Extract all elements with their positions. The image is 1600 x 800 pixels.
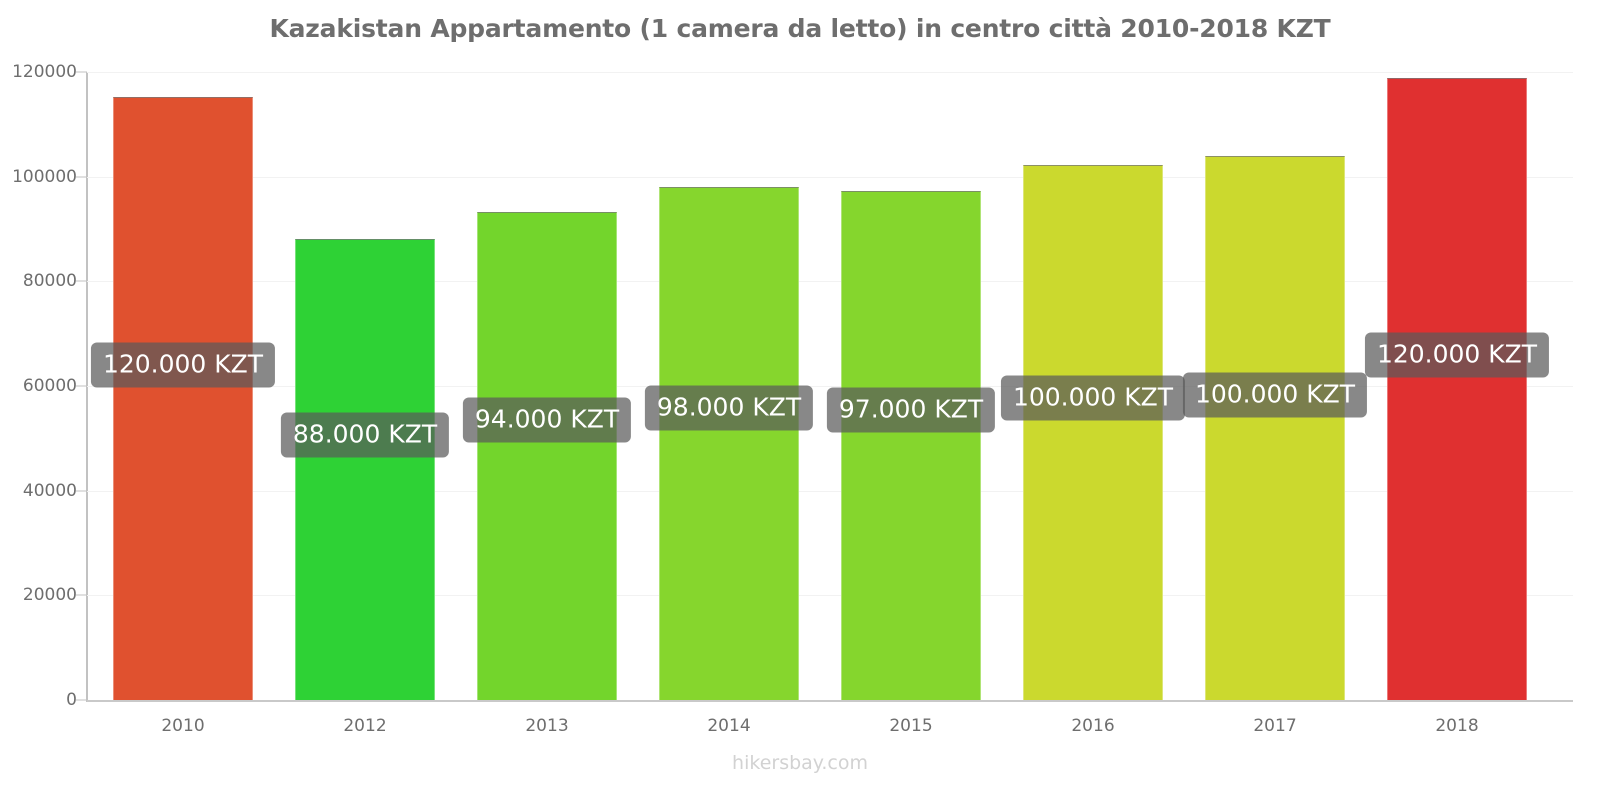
bar-2013[interactable] xyxy=(477,211,617,700)
gridline xyxy=(87,176,1573,178)
bar-2010[interactable] xyxy=(113,97,253,700)
y-axis-tick-mark xyxy=(76,385,87,387)
value-label-2015: 97.000 KZT xyxy=(826,387,996,433)
x-axis-tick-label-2015: 2015 xyxy=(889,716,933,736)
y-axis-tick-mark xyxy=(76,699,87,701)
y-axis-tick-label: 120000 xyxy=(12,62,77,82)
value-label-2016: 100.000 KZT xyxy=(1000,375,1186,421)
y-axis-tick-mark xyxy=(76,280,87,282)
value-label-2013: 94.000 KZT xyxy=(462,397,632,443)
y-axis-tick-mark xyxy=(76,594,87,596)
bar-2014[interactable] xyxy=(659,187,799,700)
value-label-2018: 120.000 KZT xyxy=(1364,332,1550,378)
gridline xyxy=(87,386,1573,387)
y-axis-tick-mark xyxy=(76,176,87,178)
bar-2015[interactable] xyxy=(841,191,981,700)
value-label-2012: 88.000 KZT xyxy=(280,412,450,458)
y-axis-tick-label: 40000 xyxy=(22,480,77,501)
x-axis-tick-label-2017: 2017 xyxy=(1253,716,1297,736)
value-label-2017: 100.000 KZT xyxy=(1182,372,1368,418)
value-label-2010: 120.000 KZT xyxy=(90,342,276,388)
y-axis-tick-label: 100000 xyxy=(12,166,77,187)
plot-area xyxy=(87,72,1573,702)
gridline xyxy=(87,595,1573,597)
bar-2012[interactable] xyxy=(295,239,435,700)
value-label-2014: 98.000 KZT xyxy=(644,385,814,431)
page-title: Kazakistan Appartamento (1 camera da let… xyxy=(269,14,1331,43)
y-axis-tick-label: 80000 xyxy=(22,271,77,292)
y-axis-tick-label: 60000 xyxy=(22,376,77,396)
x-axis-tick-label-2018: 2018 xyxy=(1435,716,1479,736)
gridline xyxy=(87,72,1573,73)
x-axis-tick-label-2013: 2013 xyxy=(525,716,569,736)
x-axis-tick-label-2012: 2012 xyxy=(343,716,387,736)
bar-2017[interactable] xyxy=(1205,155,1345,700)
gridline xyxy=(87,490,1573,492)
y-axis-tick-label: 20000 xyxy=(22,585,77,606)
gridlines xyxy=(87,72,1573,702)
x-axis-tick-label-2016: 2016 xyxy=(1071,716,1115,736)
gridline xyxy=(87,281,1573,283)
y-axis-tick-mark xyxy=(76,71,87,73)
x-axis-tick-label-2014: 2014 xyxy=(707,716,751,736)
bar-2018[interactable] xyxy=(1387,78,1527,700)
y-axis-line xyxy=(86,72,88,702)
footer-attribution: hikersbay.com xyxy=(732,752,868,774)
y-axis-tick-mark xyxy=(76,490,87,492)
x-axis-tick-label-2010: 2010 xyxy=(161,716,205,736)
y-axis-tick-label: 0 xyxy=(66,690,77,710)
bar-2016[interactable] xyxy=(1023,164,1163,700)
x-axis-baseline xyxy=(87,700,1573,702)
